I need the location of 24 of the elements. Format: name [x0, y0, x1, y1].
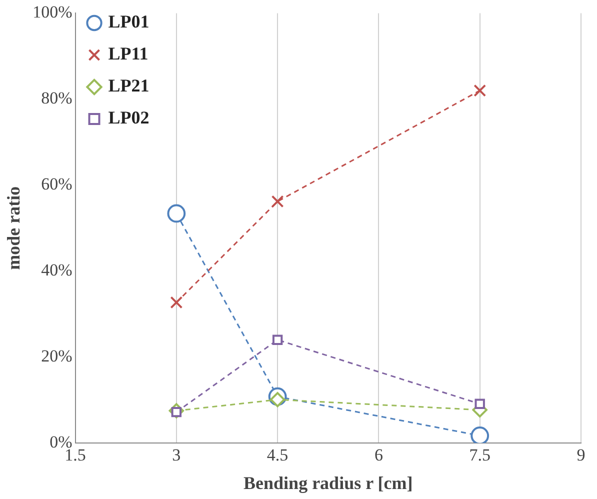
point: [272, 334, 283, 345]
x-tick-label: 6: [374, 446, 383, 465]
point: [474, 84, 486, 97]
x-tick-label: 7.5: [469, 446, 490, 465]
y-tick-label: 100%: [32, 2, 72, 22]
x-tick-label: 4.5: [266, 446, 288, 465]
legend-label: LP01: [108, 12, 150, 32]
legend-label: LP02: [108, 108, 150, 128]
legend-label: LP21: [108, 76, 150, 96]
point: [270, 392, 286, 408]
x-axis-title: Bending radius r [cm]: [244, 472, 413, 493]
y-tick-label: 20%: [41, 346, 72, 366]
point: [271, 195, 284, 208]
point: [167, 204, 186, 223]
x-tick-label: 3: [172, 446, 181, 465]
y-axis-title: mode ratio: [3, 186, 24, 270]
x-tick-label: 9: [576, 446, 586, 465]
y-tick-label: 80%: [41, 88, 72, 108]
y-tick-label: 40%: [41, 260, 72, 280]
point: [470, 426, 490, 443]
point: [474, 398, 485, 409]
legend-label: LP11: [108, 44, 148, 64]
y-tick-label: 60%: [41, 174, 72, 194]
point: [170, 296, 183, 309]
